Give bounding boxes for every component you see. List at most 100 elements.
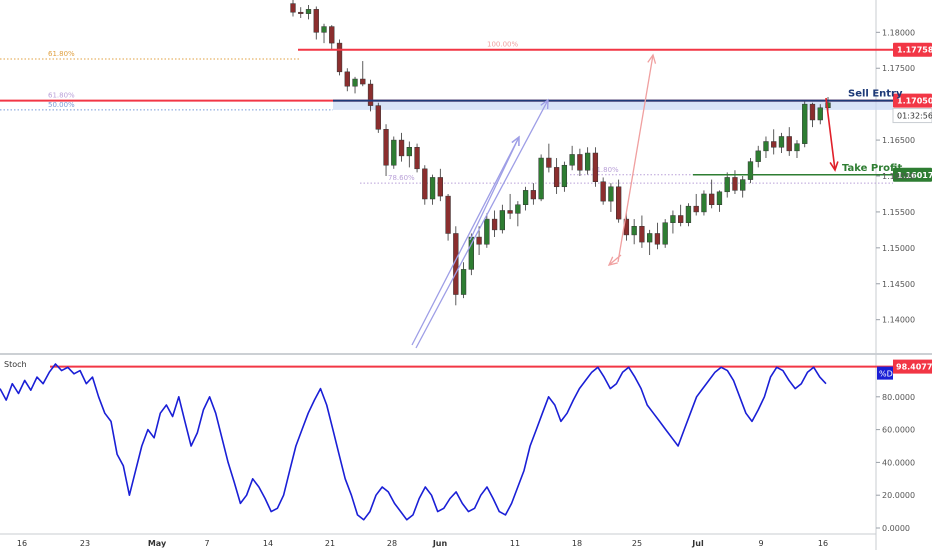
- arrow-leg1c: [469, 136, 520, 241]
- candle-body: [546, 157, 552, 168]
- candle-body: [740, 179, 746, 191]
- fib-level-label: 61.80%: [48, 92, 75, 100]
- candle-body: [429, 177, 436, 200]
- candle-body: [584, 152, 591, 171]
- candle-body: [391, 139, 397, 166]
- level-price-label: 1.16017: [897, 171, 932, 180]
- candle-body: [616, 186, 622, 220]
- candle-body: [600, 181, 606, 202]
- arrow-leg2: [617, 54, 654, 263]
- arrow-sell: [825, 97, 836, 171]
- candle-body: [383, 129, 389, 166]
- price-tick-label: 1.15000: [882, 244, 915, 253]
- x-axis-label: 16: [818, 539, 828, 548]
- arrow-sell-head: [829, 161, 839, 172]
- price-tick-label: 1.17500: [882, 64, 915, 73]
- arrow-leg2-head: [647, 53, 657, 64]
- candle-body: [569, 154, 575, 166]
- price-tick-label: 1.14500: [882, 280, 915, 289]
- candle-body: [375, 105, 381, 130]
- candle-body: [321, 26, 327, 33]
- arrow-leg1: [415, 99, 549, 349]
- candle-body: [608, 186, 614, 202]
- candle-body: [352, 78, 358, 87]
- candle-body: [538, 157, 544, 200]
- timer-label: 01:32:56: [897, 112, 932, 121]
- sell-zone: [333, 100, 893, 110]
- candle-body: [771, 141, 777, 148]
- candle-body: [647, 233, 653, 243]
- candle-body: [398, 139, 405, 157]
- candle-body: [553, 167, 560, 188]
- x-axis-label: 18: [572, 539, 582, 548]
- candle-body: [360, 78, 366, 85]
- level-text-sell-entry: Sell Entry: [848, 89, 903, 100]
- stoch-value-label: 98.4077: [896, 363, 932, 372]
- candle-body: [561, 164, 568, 188]
- stoch-line: [0, 363, 827, 521]
- timer-tag: [892, 108, 932, 124]
- x-axis-label: May: [148, 539, 167, 548]
- level-price-label: 1.17758: [897, 46, 932, 55]
- candle-body: [809, 103, 816, 121]
- candle-body: [724, 177, 730, 193]
- candle-body: [716, 191, 723, 205]
- candle-body: [507, 210, 513, 214]
- x-axis-label: 28: [387, 539, 397, 548]
- level-price-tag: [893, 42, 932, 57]
- candle-body: [515, 204, 521, 214]
- candle-body: [794, 143, 800, 152]
- candle-body: [755, 150, 761, 162]
- x-axis-label: Jul: [691, 539, 704, 548]
- stoch-tick-label: 0.0000: [882, 524, 910, 533]
- x-axis-label: 9: [758, 539, 763, 548]
- candle-body: [298, 11, 304, 14]
- x-axis-label: 11: [510, 539, 520, 548]
- arrow-leg1b: [411, 136, 520, 346]
- stoch-title: Stoch: [4, 360, 27, 369]
- x-axis-label: 14: [263, 539, 273, 548]
- candle-body: [802, 103, 808, 144]
- x-axis-label: Jun: [432, 539, 448, 548]
- candle-body: [476, 236, 482, 245]
- candle-body: [685, 205, 692, 223]
- candle-body: [290, 3, 296, 13]
- candle-body: [499, 210, 505, 231]
- axis-layer: 1.18000 1.17500 1.16500 1.16000 1.15500 1.150…: [17, 28, 915, 548]
- fib-level-label: 50.00%: [48, 101, 75, 109]
- candle-body: [305, 9, 312, 14]
- candle-body: [414, 147, 420, 170]
- candle-body: [678, 215, 684, 223]
- x-axis-label: 23: [80, 539, 90, 548]
- candle-body: [329, 26, 335, 44]
- candle-body: [577, 154, 583, 171]
- x-axis-label: 21: [325, 539, 335, 548]
- candle-body: [732, 177, 738, 191]
- candle-body: [693, 205, 699, 213]
- price-tick-label: 1.18000: [882, 28, 915, 37]
- candle-body: [437, 177, 443, 197]
- arrow-leg1-head: [540, 98, 549, 110]
- candle-body: [654, 233, 661, 245]
- level-price-tag: [893, 167, 932, 182]
- fib-level-label: 100.00%: [487, 41, 518, 49]
- price-tick-label: 1.16000: [882, 172, 915, 181]
- candle-body: [484, 218, 490, 245]
- candle-body: [709, 193, 715, 205]
- x-axis-label: 16: [17, 539, 27, 548]
- level-text-take-profit: Take Profit: [842, 163, 902, 174]
- stoch-value-tag: [893, 359, 932, 374]
- candle-body: [406, 147, 412, 157]
- candle-body: [786, 136, 792, 152]
- level-price-tag: [893, 93, 932, 108]
- stoch-tick-label: 20.0000: [882, 491, 915, 500]
- level-price-label: 1.17050: [897, 97, 932, 106]
- fib-level-label: 78.60%: [388, 174, 415, 182]
- candle-body: [530, 190, 537, 200]
- arrow-leg2-start: [608, 254, 622, 266]
- candle-body: [522, 190, 529, 205]
- price-tick-label: 1.15500: [882, 208, 915, 217]
